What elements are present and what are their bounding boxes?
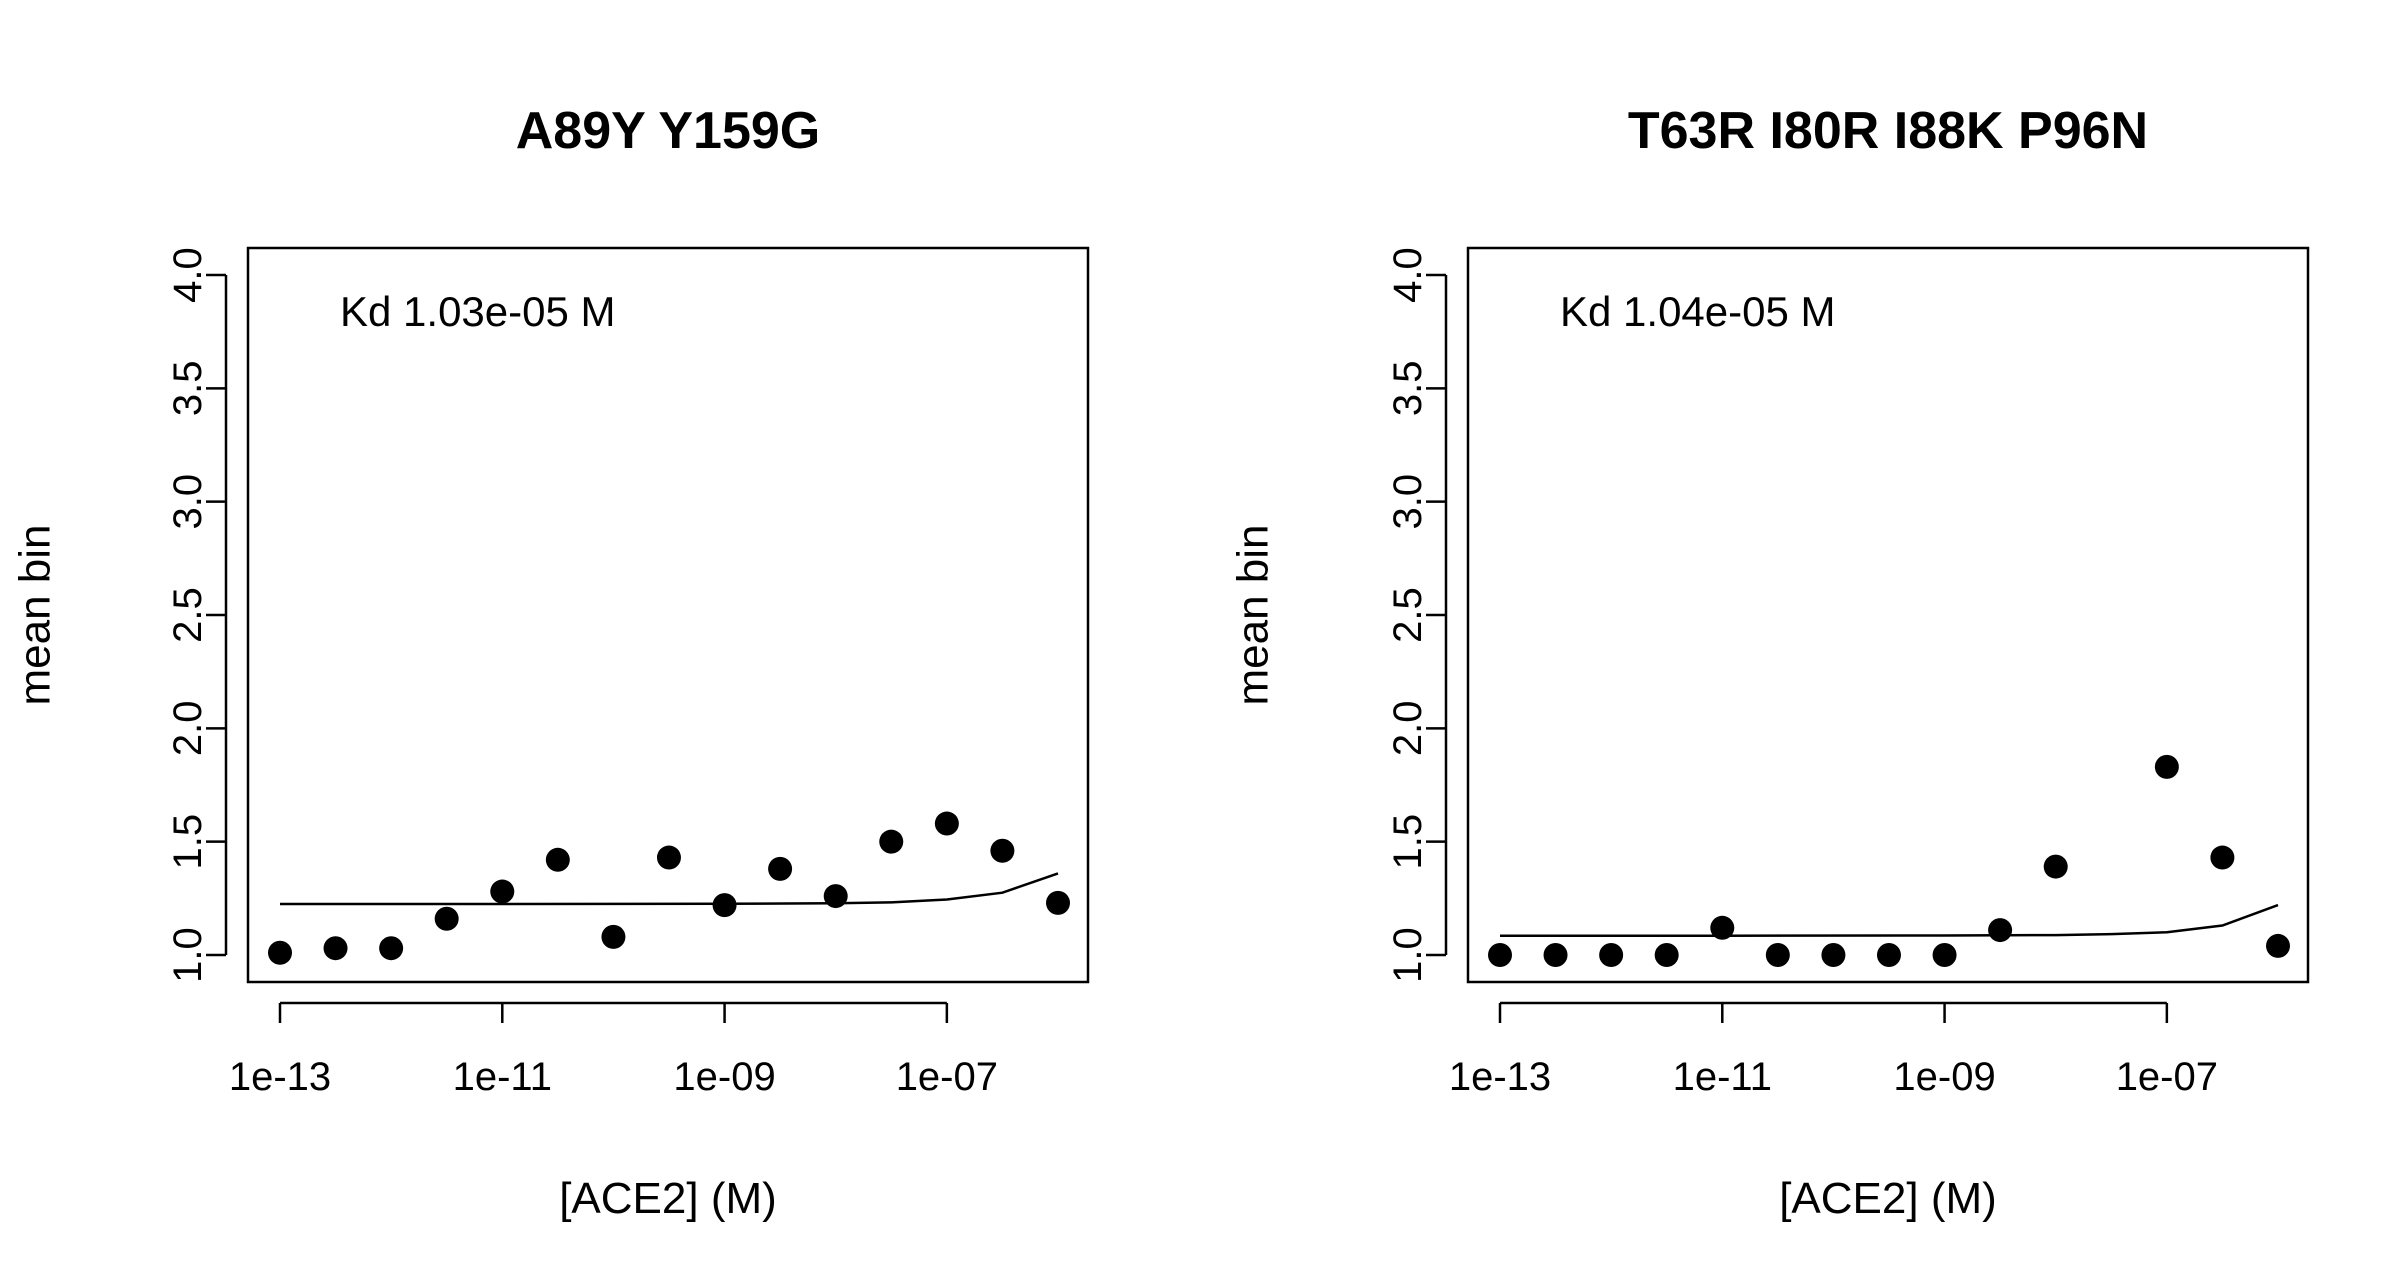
data-point: [2266, 933, 2290, 958]
fit-curve: [280, 872, 1059, 906]
x-tick-label: 1e-13: [229, 1055, 331, 1099]
data-point: [990, 838, 1015, 863]
y-tick-label: 2.0: [166, 701, 210, 757]
y-axis-label: mean bin: [1229, 524, 1278, 705]
plot-marks: 1e-13 1e-11 1e-09 1e-07 1.0 1.5 2.0 2.5 3.0 3.5 4.…: [166, 246, 1090, 1099]
x-tick-label: 1e-09: [673, 1055, 775, 1099]
panel-t63r-i80r-i88k-p96n: T63R I80R I88K P96N [ACE2] (M) mean bin …: [1229, 102, 2310, 1223]
y-tick-label: 2.5: [166, 587, 210, 643]
plot-frame: [246, 246, 1090, 984]
y-tick-label: 3.0: [166, 474, 210, 530]
data-point: [1488, 943, 1512, 967]
y-tick-label: 1.5: [1386, 814, 1430, 870]
y-tick-label: 3.5: [1386, 361, 1430, 417]
y-tick-label: 4.0: [1386, 247, 1430, 303]
data-point: [323, 936, 348, 961]
x-tick-label: 1e-09: [1893, 1055, 1995, 1099]
data-point: [490, 879, 515, 904]
y-tick-label: 2.0: [1386, 701, 1430, 757]
y-tick-label: 1.0: [1386, 927, 1430, 983]
data-point: [268, 940, 292, 965]
data-point: [545, 847, 570, 872]
x-tick-label: 1e-13: [1449, 1055, 1551, 1099]
y-tick-label: 3.5: [166, 361, 210, 417]
data-point: [879, 829, 904, 854]
data-point: [1046, 890, 1070, 915]
x-axis-label: [ACE2] (M): [1779, 1174, 1997, 1223]
panel-a89y-y159g: A89Y Y159G [ACE2] (M) mean bin Kd 1.03e-…: [11, 102, 1090, 1223]
data-point: [1821, 943, 1846, 967]
kd-annotation: Kd 1.04e-05 M: [1560, 288, 1836, 335]
y-tick-label: 1.0: [166, 927, 210, 983]
y-tick-label: 1.5: [166, 814, 210, 870]
data-point: [1876, 943, 1901, 967]
x-tick-label: 1e-11: [453, 1055, 552, 1099]
y-tick-label: 2.5: [1386, 587, 1430, 643]
data-point: [656, 845, 681, 870]
data-point: [2210, 845, 2235, 870]
data-point: [379, 936, 404, 961]
data-point: [1710, 915, 1735, 940]
data-point: [823, 884, 848, 909]
data-point: [934, 811, 959, 836]
data-point: [1654, 943, 1679, 967]
data-point: [601, 924, 626, 949]
plot-frame: [1466, 246, 2310, 984]
data-point: [1543, 943, 1568, 967]
chart-title: T63R I80R I88K P96N: [1628, 102, 2148, 160]
x-tick-label: 1e-07: [896, 1055, 998, 1099]
data-point: [434, 906, 459, 931]
fit-curve: [1500, 903, 2279, 937]
data-point: [1988, 918, 2013, 943]
y-tick-label: 4.0: [166, 247, 210, 303]
data-point: [1599, 943, 1624, 967]
y-tick-label: 3.0: [1386, 474, 1430, 530]
plot-marks: 1e-13 1e-11 1e-09 1e-07 1.0 1.5 2.0 2.5 3.0 3.5 4.…: [1386, 246, 2310, 1099]
chart-title: A89Y Y159G: [516, 102, 821, 160]
x-tick-label: 1e-07: [2116, 1055, 2218, 1099]
data-point: [1932, 943, 1957, 967]
data-point: [712, 893, 737, 918]
data-point: [1765, 943, 1790, 967]
data-point: [768, 856, 793, 881]
data-point: [2043, 854, 2068, 879]
x-axis-label: [ACE2] (M): [559, 1174, 777, 1223]
x-tick-label: 1e-11: [1673, 1055, 1772, 1099]
y-axis-label: mean bin: [11, 524, 60, 705]
kd-annotation: Kd 1.03e-05 M: [340, 288, 616, 335]
data-point: [2154, 754, 2179, 779]
